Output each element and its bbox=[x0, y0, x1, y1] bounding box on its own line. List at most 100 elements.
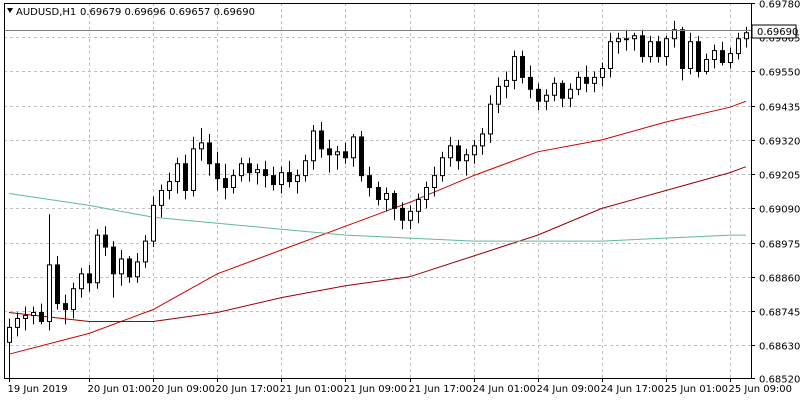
candle-body[interactable] bbox=[504, 79, 509, 87]
candle-body[interactable] bbox=[223, 178, 228, 189]
candle-body[interactable] bbox=[111, 246, 116, 275]
candle-body[interactable] bbox=[167, 181, 172, 191]
candle-body[interactable] bbox=[343, 151, 348, 159]
candle-body[interactable] bbox=[688, 41, 693, 69]
candle-body[interactable] bbox=[552, 82, 557, 96]
candle-body[interactable] bbox=[464, 154, 469, 162]
candle-body[interactable] bbox=[736, 38, 741, 55]
candle-body[interactable] bbox=[744, 32, 749, 40]
candle-body[interactable] bbox=[247, 163, 252, 174]
candle-body[interactable] bbox=[335, 151, 340, 156]
candle-body[interactable] bbox=[680, 29, 685, 69]
candle-body[interactable] bbox=[576, 76, 581, 90]
candle-body[interactable] bbox=[311, 130, 316, 162]
candle-body[interactable] bbox=[424, 187, 429, 200]
candle-body[interactable] bbox=[560, 82, 565, 99]
candle-body[interactable] bbox=[520, 56, 525, 78]
candle-body[interactable] bbox=[432, 175, 437, 189]
candle-body[interactable] bbox=[408, 210, 413, 221]
candle-body[interactable] bbox=[199, 142, 204, 150]
candle-body[interactable] bbox=[512, 56, 517, 81]
time-axis[interactable]: 19 Jun 2019 20 Jun 01:00 20 Jun 09:00 20 Ju… bbox=[8, 378, 793, 395]
candle-body[interactable] bbox=[384, 192, 389, 200]
candle-body[interactable] bbox=[600, 67, 605, 78]
candle-body[interactable] bbox=[287, 172, 292, 183]
candle-body[interactable] bbox=[63, 303, 68, 311]
candle-body[interactable] bbox=[295, 175, 300, 183]
candle-body[interactable] bbox=[568, 88, 573, 99]
candle-body[interactable] bbox=[15, 317, 20, 328]
candle-body[interactable] bbox=[664, 38, 669, 58]
candle-body[interactable] bbox=[528, 76, 533, 90]
candle-body[interactable] bbox=[359, 136, 364, 177]
candle-body[interactable] bbox=[584, 76, 589, 84]
candle-body[interactable] bbox=[496, 85, 501, 105]
candle-body[interactable] bbox=[87, 273, 92, 284]
candle-body[interactable] bbox=[448, 145, 453, 159]
candle-body[interactable] bbox=[440, 157, 445, 177]
candle-body[interactable] bbox=[472, 145, 477, 156]
candle-body[interactable] bbox=[351, 136, 356, 159]
candle-body[interactable] bbox=[704, 59, 709, 72]
candle-body[interactable] bbox=[480, 133, 485, 147]
candle-body[interactable] bbox=[47, 264, 52, 322]
candle-body[interactable] bbox=[640, 35, 645, 58]
candle-body[interactable] bbox=[536, 88, 541, 102]
candle-body[interactable] bbox=[696, 41, 701, 72]
candle-body[interactable] bbox=[135, 261, 140, 278]
candle-body[interactable] bbox=[712, 50, 717, 61]
candle-body[interactable] bbox=[416, 198, 421, 212]
candle-body[interactable] bbox=[376, 187, 381, 200]
candle-body[interactable] bbox=[672, 29, 677, 40]
candles[interactable] bbox=[7, 20, 749, 378]
candle-body[interactable] bbox=[319, 130, 324, 150]
candle-body[interactable] bbox=[656, 41, 661, 58]
candle-body[interactable] bbox=[544, 94, 549, 102]
candle-body[interactable] bbox=[239, 163, 244, 177]
candle-body[interactable] bbox=[624, 38, 629, 41]
candle-body[interactable] bbox=[103, 234, 108, 248]
candle-body[interactable] bbox=[592, 76, 597, 84]
candle-body[interactable] bbox=[119, 258, 124, 275]
candle-body[interactable] bbox=[151, 204, 156, 242]
candle-body[interactable] bbox=[55, 264, 60, 305]
candle-body[interactable] bbox=[400, 207, 405, 221]
candle-body[interactable] bbox=[255, 169, 260, 174]
candle-body[interactable] bbox=[23, 315, 28, 319]
candle-body[interactable] bbox=[616, 38, 621, 43]
candle-body[interactable] bbox=[71, 288, 76, 311]
candle-body[interactable] bbox=[608, 41, 613, 69]
candle-body[interactable] bbox=[39, 312, 44, 322]
candle-body[interactable] bbox=[143, 240, 148, 263]
candle-body[interactable] bbox=[632, 35, 637, 40]
candle-body[interactable] bbox=[159, 190, 164, 206]
candle-body[interactable] bbox=[392, 192, 397, 209]
candle-body[interactable] bbox=[327, 148, 332, 156]
candle-body[interactable] bbox=[263, 169, 268, 177]
candle-body[interactable] bbox=[207, 142, 212, 165]
candle-body[interactable] bbox=[728, 53, 733, 64]
candle-body[interactable] bbox=[231, 175, 236, 189]
candle-body[interactable] bbox=[7, 326, 12, 343]
candle-body[interactable] bbox=[215, 163, 220, 180]
dropdown-triangle-icon[interactable] bbox=[7, 8, 13, 13]
candle-body[interactable] bbox=[271, 175, 276, 186]
candle-body[interactable] bbox=[367, 175, 372, 189]
candle-body[interactable] bbox=[191, 148, 196, 191]
candle-body[interactable] bbox=[648, 41, 653, 58]
candle-body[interactable] bbox=[488, 103, 493, 135]
candle-body[interactable] bbox=[127, 258, 132, 278]
candle-body[interactable] bbox=[95, 234, 100, 284]
candle-body[interactable] bbox=[456, 145, 461, 162]
chart-header: AUDUSD,H1 0.69679 0.69696 0.69657 0.6969… bbox=[7, 7, 255, 18]
candle-body[interactable] bbox=[279, 172, 284, 186]
time-tick-label: 20 Jun 17:00 bbox=[216, 384, 280, 395]
price-axis[interactable]: 0.69780 0.69665 0.69550 0.69435 0.69320 0.692… bbox=[751, 0, 800, 386]
candle-body[interactable] bbox=[303, 160, 308, 177]
candle-body[interactable] bbox=[720, 50, 725, 64]
candle-body[interactable] bbox=[175, 163, 180, 183]
candle-body[interactable] bbox=[31, 312, 36, 316]
candle-body[interactable] bbox=[79, 273, 84, 290]
candle-body[interactable] bbox=[183, 163, 188, 191]
